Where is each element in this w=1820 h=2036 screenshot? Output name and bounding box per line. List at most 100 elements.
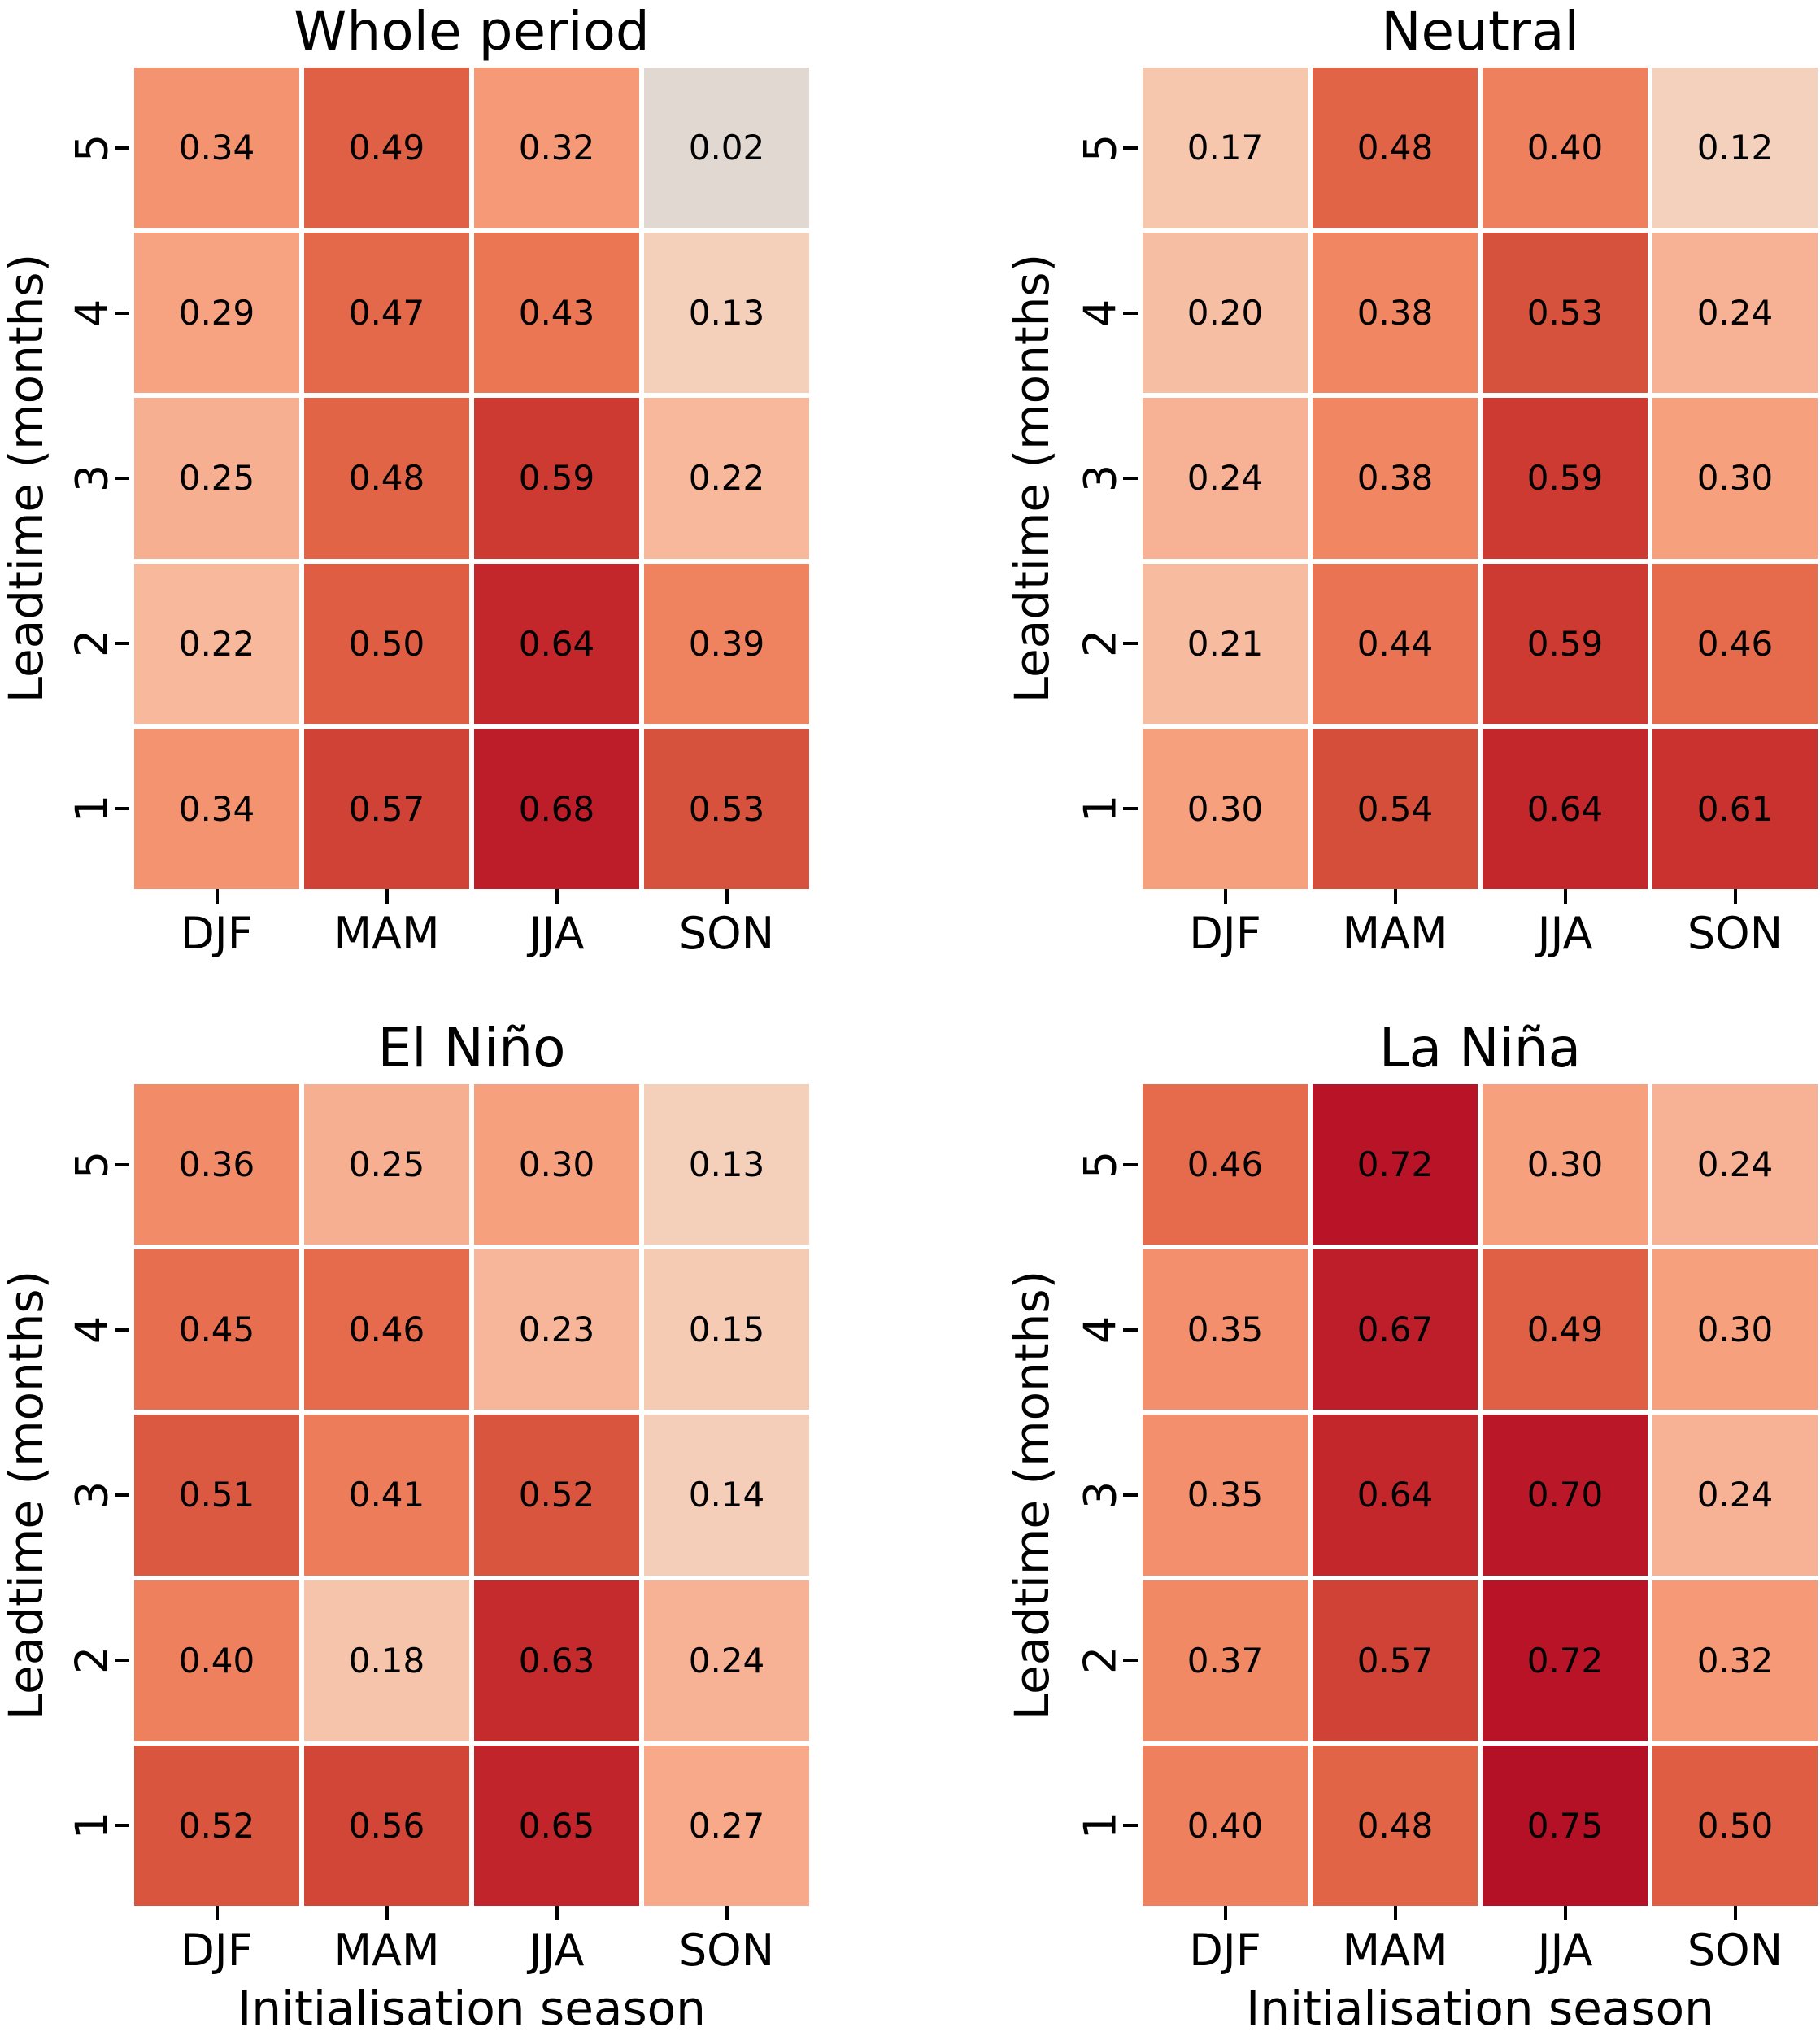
- heatmap-cell: 0.43: [474, 233, 639, 394]
- subplot-la-nina: La Niña Leadtime (months) 0.46 0.72 0.30 0.…: [910, 1017, 1820, 2036]
- heatmap-cell: 0.38: [1313, 398, 1478, 559]
- y-axis-label: Leadtime (months): [1004, 253, 1060, 704]
- heatmap-cell: 0.54: [1313, 728, 1478, 889]
- y-tick-label: 2: [1074, 630, 1126, 658]
- heatmap-cell: 0.14: [644, 1415, 809, 1576]
- heatmap-cell: 0.37: [1143, 1580, 1308, 1741]
- y-tick-label: 4: [66, 1315, 118, 1344]
- heatmap-cell: 0.30: [1483, 1084, 1648, 1245]
- heatmap-grid: 0.36 0.25 0.30 0.13 0.45 0.46 0.23 0.15 0.51 0.41…: [134, 1084, 809, 1906]
- heatmap-cell: 0.25: [304, 1084, 469, 1245]
- heatmap-cell: 0.64: [1313, 1415, 1478, 1576]
- heatmap-cell: 0.67: [1313, 1249, 1478, 1410]
- x-tick-label: SON: [678, 908, 775, 959]
- x-axis-label: Initialisation season: [1246, 1981, 1714, 2036]
- heatmap-cell: 0.51: [134, 1415, 299, 1576]
- heatmap-cell: 0.75: [1483, 1745, 1648, 1906]
- y-tick-mark: [1123, 477, 1138, 480]
- heatmap-cell: 0.20: [1143, 233, 1308, 394]
- heatmap-cell: 0.45: [134, 1249, 299, 1410]
- heatmap-cell: 0.13: [644, 233, 809, 394]
- x-tick-label: SON: [678, 1925, 775, 1976]
- y-axis-label: Leadtime (months): [1004, 1270, 1060, 1720]
- y-tick-label: 3: [1074, 464, 1126, 493]
- heatmap-cell: 0.46: [304, 1249, 469, 1410]
- heatmap-cell: 0.29: [134, 233, 299, 394]
- heatmap-cell: 0.52: [134, 1745, 299, 1906]
- heatmap-cell: 0.25: [134, 398, 299, 559]
- y-tick-mark: [1123, 1328, 1138, 1332]
- heatmap-cell: 0.50: [304, 563, 469, 724]
- heatmap-cell: 0.50: [1652, 1745, 1818, 1906]
- y-axis-label: Leadtime (months): [0, 253, 54, 704]
- heatmap-cell: 0.30: [1143, 728, 1308, 889]
- y-tick-label: 3: [66, 464, 118, 493]
- heatmap-cell: 0.32: [1652, 1580, 1818, 1741]
- heatmap-cell: 0.41: [304, 1415, 469, 1576]
- heatmap-cell: 0.17: [1143, 68, 1308, 229]
- y-tick-mark: [115, 1162, 129, 1166]
- heatmap-cell: 0.30: [1652, 398, 1818, 559]
- y-tick-mark: [115, 146, 129, 150]
- subplot-whole-period: Whole period Leadtime (months) 0.34 0.49 0…: [0, 0, 910, 1017]
- x-tick-label: JJA: [529, 908, 585, 959]
- y-tick-label: 2: [66, 1646, 118, 1675]
- y-tick-mark: [115, 1824, 129, 1828]
- x-tick-label: JJA: [1537, 1925, 1593, 1976]
- heatmap-cell: 0.57: [1313, 1580, 1478, 1741]
- x-tick-mark: [1563, 889, 1567, 904]
- heatmap-cell: 0.12: [1652, 68, 1818, 229]
- heatmap-cell: 0.35: [1143, 1249, 1308, 1410]
- heatmap-cell: 0.64: [474, 563, 639, 724]
- y-tick-label: 3: [1074, 1480, 1126, 1510]
- heatmap-cell: 0.34: [134, 728, 299, 889]
- heatmap-cell: 0.48: [1313, 68, 1478, 229]
- heatmap-cell: 0.30: [1652, 1249, 1818, 1410]
- heatmap-cell: 0.36: [134, 1084, 299, 1245]
- heatmap-cell: 0.15: [644, 1249, 809, 1410]
- y-axis-label: Leadtime (months): [0, 1270, 54, 1720]
- y-tick-mark: [115, 1493, 129, 1497]
- subplot-title: Neutral: [1381, 0, 1579, 63]
- x-tick-mark: [1393, 1906, 1397, 1920]
- heatmap-grid: 0.46 0.72 0.30 0.24 0.35 0.67 0.49 0.30 0.35 0.64…: [1143, 1084, 1818, 1906]
- heatmap-cell: 0.68: [474, 728, 639, 889]
- x-tick-mark: [1733, 889, 1737, 904]
- heatmap-cell: 0.46: [1143, 1084, 1308, 1245]
- heatmap-cell: 0.64: [1483, 728, 1648, 889]
- x-tick-label: DJF: [1189, 908, 1261, 959]
- heatmap-cell: 0.70: [1483, 1415, 1648, 1576]
- heatmap-cell: 0.56: [304, 1745, 469, 1906]
- heatmap-cell: 0.02: [644, 68, 809, 229]
- heatmap-cell: 0.59: [474, 398, 639, 559]
- heatmap-cell: 0.72: [1483, 1580, 1648, 1741]
- heatmap-cell: 0.48: [304, 398, 469, 559]
- heatmap-cell: 0.44: [1313, 563, 1478, 724]
- y-tick-label: 5: [66, 133, 118, 162]
- heatmap-cell: 0.49: [304, 68, 469, 229]
- x-tick-label: DJF: [181, 908, 253, 959]
- heatmap-cell: 0.49: [1483, 1249, 1648, 1410]
- y-tick-mark: [1123, 1493, 1138, 1497]
- x-tick-label: MAM: [333, 908, 440, 959]
- heatmap-cell: 0.46: [1652, 563, 1818, 724]
- y-tick-mark: [115, 477, 129, 480]
- y-tick-mark: [1123, 807, 1138, 811]
- heatmap-cell: 0.40: [1143, 1745, 1308, 1906]
- y-tick-label: 1: [66, 1811, 118, 1840]
- y-tick-label: 3: [66, 1480, 118, 1510]
- subplot-title: La Niña: [1378, 1017, 1582, 1079]
- y-tick-mark: [1123, 1162, 1138, 1166]
- y-tick-label: 5: [66, 1150, 118, 1179]
- x-tick-label: MAM: [333, 1925, 440, 1976]
- x-tick-label: JJA: [1537, 908, 1593, 959]
- x-tick-label: SON: [1687, 1925, 1783, 1976]
- x-axis-label: Initialisation season: [237, 1981, 706, 2036]
- heatmap-cell: 0.32: [474, 68, 639, 229]
- y-tick-mark: [1123, 1824, 1138, 1828]
- heatmap-cell: 0.59: [1483, 398, 1648, 559]
- x-tick-mark: [1223, 889, 1227, 904]
- heatmap-cell: 0.72: [1313, 1084, 1478, 1245]
- y-tick-mark: [1123, 642, 1138, 646]
- heatmap-cell: 0.40: [134, 1580, 299, 1741]
